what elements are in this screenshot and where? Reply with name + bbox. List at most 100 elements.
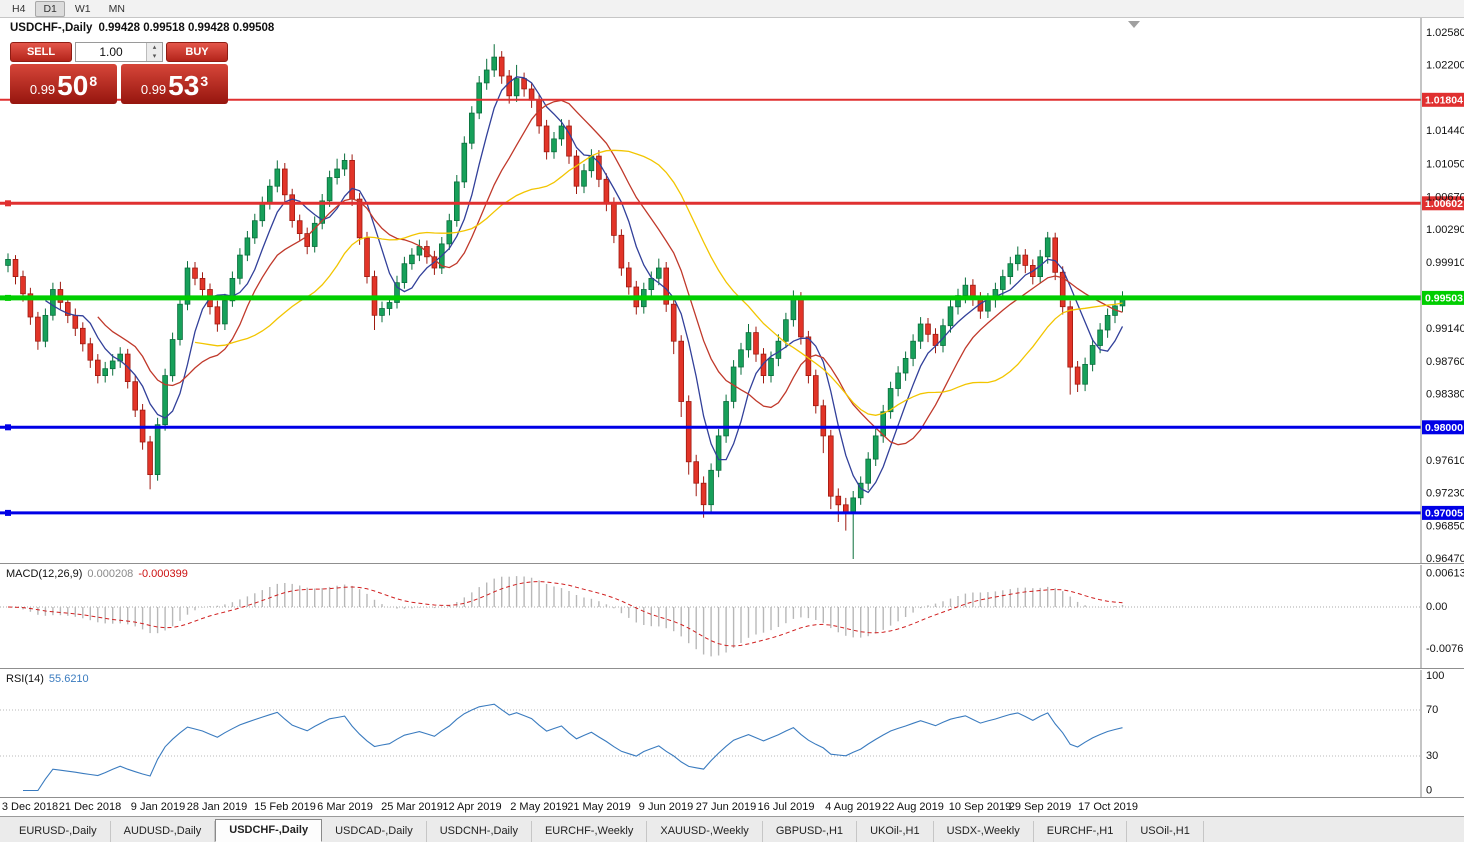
tab-eurchf-h1[interactable]: EURCHF-,H1: [1034, 821, 1128, 842]
price-tick: 1.00290: [1426, 224, 1464, 236]
timeframe-h4[interactable]: H4: [12, 2, 26, 15]
symbol-ohlc-label: USDCHF-,Daily 0.99428 0.99518 0.99428 0.9…: [10, 22, 280, 34]
date-label: 15 Feb 2019: [254, 801, 316, 813]
date-label: 9 Jan 2019: [130, 801, 186, 813]
ma-line-26: [194, 149, 1123, 416]
rsi-axis-label: 70: [1426, 704, 1438, 716]
rsi-axis-label: 30: [1426, 750, 1438, 762]
buy-button[interactable]: BUY: [166, 42, 228, 62]
price-tick: 0.99910: [1426, 257, 1464, 269]
rsi-axis-label: 100: [1426, 670, 1444, 682]
symbol-name: USDCHF-,Daily: [10, 22, 93, 34]
price-tick: 0.96470: [1426, 553, 1464, 563]
rsi-pane[interactable]: 100 70 30 0: [0, 670, 1464, 797]
timeframe-w1[interactable]: W1: [74, 2, 91, 15]
ohlc-values: 0.99428 0.99518 0.99428 0.99508: [98, 22, 275, 34]
date-label: 21 May 2019: [567, 801, 631, 813]
hline-anchor[interactable]: [5, 200, 11, 207]
date-label: 21 Dec 2018: [58, 801, 122, 813]
macd-signal-value: -0.000399: [138, 568, 188, 580]
price-tick: 0.98760: [1426, 356, 1464, 368]
date-label: 2 May 2019: [510, 801, 568, 813]
sell-price-prefix: 0.99: [29, 82, 56, 97]
price-tag-0.98000: 0.98000: [1422, 420, 1464, 435]
hline-anchor[interactable]: [5, 509, 11, 516]
tab-audusd-daily[interactable]: AUDUSD-,Daily: [111, 821, 216, 842]
timeframe-mn[interactable]: MN: [108, 2, 125, 15]
volume-value: 1.00: [99, 45, 123, 59]
date-label: 3 Dec 2018: [1, 801, 59, 813]
macd-axis-label: 0.00613: [1426, 567, 1464, 579]
date-label: 16 Jul 2019: [757, 801, 815, 813]
date-label: 12 Apr 2019: [442, 801, 502, 813]
macd-main-value: 0.000208: [87, 568, 134, 580]
date-label: 25 Mar 2019: [381, 801, 443, 813]
tab-eurusd-daily[interactable]: EURUSD-,Daily: [6, 821, 111, 842]
tab-usdcad-daily[interactable]: USDCAD-,Daily: [322, 821, 427, 842]
tab-usdchf-daily[interactable]: USDCHF-,Daily: [215, 819, 323, 842]
macd-signal-line: [7, 580, 1123, 647]
svg-text:1.01804: 1.01804: [1425, 94, 1463, 106]
pane-splitter[interactable]: [0, 668, 1464, 669]
timeframe-d1[interactable]: D1: [35, 0, 65, 17]
spinner-down-icon[interactable]: ▾: [152, 53, 157, 60]
hline-anchor[interactable]: [5, 294, 11, 301]
price-tag-1.00602: 1.00602: [1422, 196, 1464, 211]
price-chart-pane[interactable]: 1.018041.006020.995030.980000.970051.025…: [0, 18, 1464, 563]
candlesticks[interactable]: [5, 44, 1126, 559]
price-tick: 1.02580: [1426, 27, 1464, 39]
svg-text:1.00602: 1.00602: [1425, 198, 1463, 210]
sell-price-sup: 8: [89, 73, 98, 89]
price-tick: 1.01440: [1426, 125, 1464, 137]
buy-price-sup: 3: [200, 73, 209, 89]
pane-splitter[interactable]: [0, 563, 1464, 564]
price-tick: 0.97230: [1426, 488, 1464, 500]
macd-histogram: [14, 576, 1124, 657]
tab-usoil-h1[interactable]: USOil-,H1: [1127, 821, 1204, 842]
date-label: 9 Jun 2019: [638, 801, 694, 813]
tab-xauusd-weekly[interactable]: XAUUSD-,Weekly: [647, 821, 763, 842]
date-label: 29 Sep 2019: [1008, 801, 1072, 813]
hline-anchor[interactable]: [5, 424, 11, 431]
sell-price-big: 50: [57, 70, 89, 101]
volume-field[interactable]: 1.00 ▴ ▾: [75, 42, 163, 62]
chart-tabs-bar: EURUSD-,Daily AUDUSD-,Daily USDCHF-,Daily U…: [0, 816, 1464, 842]
tab-usdcnh-daily[interactable]: USDCNH-,Daily: [427, 821, 532, 842]
price-tick: 0.96850: [1426, 520, 1464, 532]
spinner-up-icon[interactable]: ▴: [152, 44, 157, 51]
price-tick: 0.97610: [1426, 455, 1464, 467]
price-tick: 1.00670: [1426, 191, 1464, 203]
volume-spinner[interactable]: ▴ ▾: [146, 43, 162, 61]
macd-label: MACD(12,26,9) 0.000208 -0.000399: [6, 568, 193, 580]
svg-text:0.97005: 0.97005: [1425, 507, 1463, 519]
macd-name: MACD(12,26,9): [6, 568, 83, 580]
buy-price-prefix: 0.99: [140, 82, 167, 97]
tab-gbpusd-h1[interactable]: GBPUSD-,H1: [763, 821, 858, 842]
macd-axis-label: 0.00: [1426, 601, 1447, 613]
rsi-value: 55.6210: [48, 673, 89, 685]
buy-price-big: 53: [168, 70, 200, 101]
date-label: 27 Jun 2019: [695, 801, 757, 813]
time-axis[interactable]: 3 Dec 2018 21 Dec 2018 9 Jan 2019 28 Jan 20…: [0, 797, 1464, 816]
tab-eurchf-weekly[interactable]: EURCHF-,Weekly: [532, 821, 648, 842]
ma-line-6: [45, 76, 1124, 494]
price-tick: 1.02200: [1426, 60, 1464, 72]
buy-price-display[interactable]: 0.99 53 3: [121, 64, 228, 104]
date-label: 10 Sep 2019: [948, 801, 1012, 813]
sell-button[interactable]: SELL: [10, 42, 72, 62]
sell-price-display[interactable]: 0.99 50 8: [10, 64, 117, 104]
rsi-line: [23, 703, 1123, 792]
tab-usdx-weekly[interactable]: USDX-,Weekly: [934, 821, 1034, 842]
timeframe-toolbar: H4 D1 W1 MN: [0, 0, 1464, 18]
rsi-name: RSI(14): [6, 673, 44, 685]
price-tick: 0.99140: [1426, 323, 1464, 335]
date-label: 22 Aug 2019: [882, 801, 944, 813]
price-tag-1.01804: 1.01804: [1422, 92, 1464, 107]
date-label: 4 Aug 2019: [825, 801, 881, 813]
one-click-trading-panel: SELL 1.00 ▴ ▾ BUY 0.99 50 8 0.99 53 3: [10, 42, 228, 104]
svg-text:0.98000: 0.98000: [1425, 422, 1463, 434]
chart-shift-marker-icon[interactable]: [1128, 21, 1140, 28]
tab-ukoil-h1[interactable]: UKOil-,H1: [857, 821, 934, 842]
